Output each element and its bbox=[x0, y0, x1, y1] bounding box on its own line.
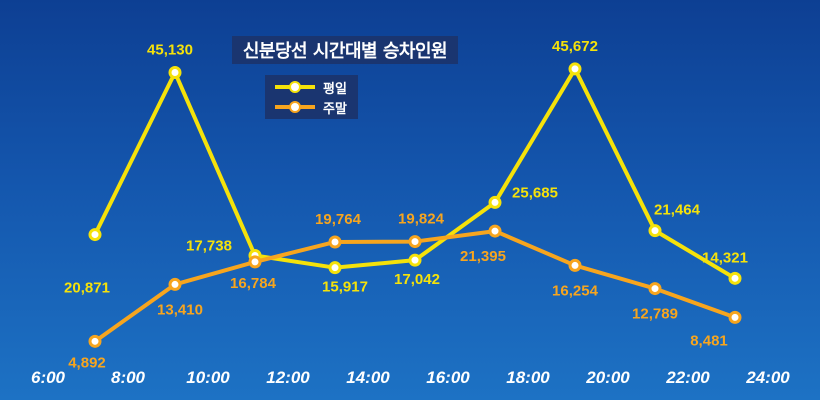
x-tick-label: 14:00 bbox=[346, 368, 390, 387]
data-label-weekend-3: 19,764 bbox=[315, 211, 362, 228]
legend: 평일 주말 bbox=[265, 75, 358, 119]
data-point-weekday-1 bbox=[168, 66, 182, 80]
data-label-weekday-1: 45,130 bbox=[147, 42, 193, 59]
data-label-weekday-2: 17,738 bbox=[186, 238, 232, 255]
x-tick-label: 24:00 bbox=[745, 368, 790, 387]
data-point-weekday-0 bbox=[88, 228, 102, 242]
data-label-weekday-0: 20,871 bbox=[64, 280, 110, 297]
legend-label-weekend: 주말 bbox=[323, 102, 347, 117]
data-label-weekend-6: 16,254 bbox=[552, 282, 599, 299]
legend-label-weekday: 평일 bbox=[323, 82, 347, 97]
data-label-weekday-8: 14,321 bbox=[702, 249, 748, 266]
data-label-weekend-0: 4,892 bbox=[68, 354, 106, 371]
data-label-weekend-8: 8,481 bbox=[690, 332, 728, 349]
data-point-weekend-2 bbox=[248, 255, 262, 269]
data-label-weekday-6: 45,672 bbox=[552, 38, 598, 55]
x-tick-label: 6:00 bbox=[31, 368, 66, 387]
x-tick-label: 22:00 bbox=[665, 368, 710, 387]
x-tick-label: 8:00 bbox=[111, 368, 146, 387]
data-label-weekday-4: 17,042 bbox=[394, 271, 440, 288]
data-point-weekday-5 bbox=[488, 195, 502, 209]
data-label-layer: 20,871 45,130 17,738 15,917 17,042 25,685 45,6… bbox=[64, 38, 748, 371]
x-tick-label: 20:00 bbox=[585, 368, 630, 387]
data-label-weekend-2: 16,784 bbox=[230, 275, 277, 292]
data-point-weekend-4 bbox=[408, 235, 422, 249]
x-tick-label: 12:00 bbox=[266, 368, 310, 387]
x-tick-label: 16:00 bbox=[426, 368, 470, 387]
data-point-weekday-7 bbox=[648, 224, 662, 238]
data-point-weekend-1 bbox=[168, 277, 182, 291]
data-label-weekend-4: 19,824 bbox=[398, 211, 445, 228]
data-point-weekend-6 bbox=[568, 258, 582, 272]
data-point-weekend-7 bbox=[648, 282, 662, 296]
data-label-weekend-7: 12,789 bbox=[632, 306, 678, 323]
legend-marker-weekend bbox=[289, 101, 301, 113]
data-label-weekday-3: 15,917 bbox=[322, 279, 368, 296]
chart-title: 신분당선 시간대별 승차인원 bbox=[242, 41, 448, 62]
data-point-weekend-3 bbox=[328, 235, 342, 249]
x-tick-label: 10:00 bbox=[186, 368, 230, 387]
series-layer bbox=[88, 62, 742, 348]
data-point-weekday-3 bbox=[328, 261, 342, 275]
legend-marker-weekday bbox=[289, 81, 301, 93]
x-axis-ticks: 6:00 8:00 10:00 12:00 14:00 16:00 18:00 20:00 22… bbox=[31, 368, 790, 387]
data-point-weekend-8 bbox=[728, 310, 742, 324]
data-point-weekend-5 bbox=[488, 224, 502, 238]
data-label-weekday-5: 25,685 bbox=[512, 184, 558, 201]
x-tick-label: 18:00 bbox=[506, 368, 550, 387]
chart-title-box: 신분당선 시간대별 승차인원 bbox=[232, 36, 458, 64]
data-label-weekend-1: 13,410 bbox=[157, 301, 203, 318]
data-point-weekday-6 bbox=[568, 62, 582, 76]
legend-item-weekend: 주말 bbox=[265, 97, 358, 117]
data-label-weekend-5: 21,395 bbox=[460, 248, 506, 265]
data-label-weekday-7: 21,464 bbox=[654, 202, 701, 219]
data-point-weekday-4 bbox=[408, 253, 422, 267]
legend-item-weekday: 평일 bbox=[265, 77, 358, 97]
data-point-weekday-8 bbox=[728, 271, 742, 285]
data-point-weekend-0 bbox=[88, 334, 102, 348]
